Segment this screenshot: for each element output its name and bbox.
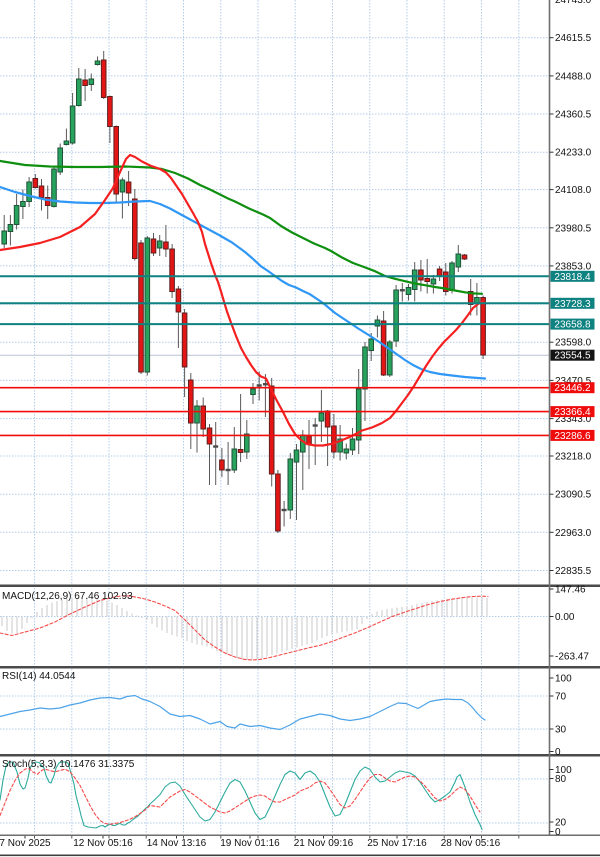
svg-text:23598.0: 23598.0 — [555, 338, 592, 349]
svg-text:147.46: 147.46 — [555, 585, 586, 596]
svg-text:28 Nov 05:16: 28 Nov 05:16 — [441, 838, 501, 849]
svg-text:100: 100 — [555, 765, 572, 776]
svg-text:19 Nov 01:16: 19 Nov 01:16 — [220, 838, 280, 849]
svg-text:23090.5: 23090.5 — [555, 490, 592, 501]
svg-text:Stoch(5,3,3) 10.1476 31.3375: Stoch(5,3,3) 10.1476 31.3375 — [2, 759, 135, 770]
svg-text:23853.0: 23853.0 — [555, 261, 592, 272]
svg-text:23343.0: 23343.0 — [555, 414, 592, 425]
svg-text:24743.0: 24743.0 — [555, 0, 592, 6]
svg-text:23446.2: 23446.2 — [554, 383, 591, 394]
svg-text:24108.0: 24108.0 — [555, 185, 592, 196]
svg-text:80: 80 — [555, 774, 567, 785]
svg-text:0.00: 0.00 — [555, 612, 575, 623]
svg-text:14 Nov 13:16: 14 Nov 13:16 — [147, 838, 207, 849]
svg-text:24360.5: 24360.5 — [555, 110, 592, 121]
svg-text:30: 30 — [555, 725, 567, 736]
svg-text:23366.4: 23366.4 — [554, 407, 591, 418]
svg-text:21 Nov 09:16: 21 Nov 09:16 — [294, 838, 354, 849]
svg-text:100: 100 — [555, 674, 572, 685]
svg-text:70: 70 — [555, 692, 567, 703]
svg-text:23218.0: 23218.0 — [555, 452, 592, 463]
svg-text:12 Nov 05:16: 12 Nov 05:16 — [73, 838, 133, 849]
svg-text:24233.0: 24233.0 — [555, 148, 592, 159]
svg-text:22835.5: 22835.5 — [555, 566, 592, 577]
svg-text:23728.3: 23728.3 — [554, 299, 591, 310]
svg-text:23554.5: 23554.5 — [554, 351, 591, 362]
svg-text:-263.47: -263.47 — [555, 652, 589, 663]
svg-text:20: 20 — [555, 818, 567, 829]
svg-text:24615.5: 24615.5 — [555, 33, 592, 44]
svg-text:7 Nov 2025: 7 Nov 2025 — [0, 838, 51, 849]
svg-text:0: 0 — [555, 747, 561, 758]
svg-text:25 Nov 17:16: 25 Nov 17:16 — [367, 838, 427, 849]
svg-text:23980.5: 23980.5 — [555, 223, 592, 234]
svg-text:23658.8: 23658.8 — [554, 320, 591, 331]
svg-text:22963.0: 22963.0 — [555, 528, 592, 539]
svg-text:0: 0 — [555, 827, 561, 838]
svg-text:MACD(12,26,9) 67.46 102.93: MACD(12,26,9) 67.46 102.93 — [2, 591, 133, 602]
svg-text:23286.6: 23286.6 — [554, 431, 591, 442]
svg-text:23470.5: 23470.5 — [555, 376, 592, 387]
svg-text:24488.0: 24488.0 — [555, 71, 592, 82]
svg-text:23818.4: 23818.4 — [554, 272, 591, 283]
svg-text:RSI(14) 44.0544: RSI(14) 44.0544 — [2, 671, 76, 682]
